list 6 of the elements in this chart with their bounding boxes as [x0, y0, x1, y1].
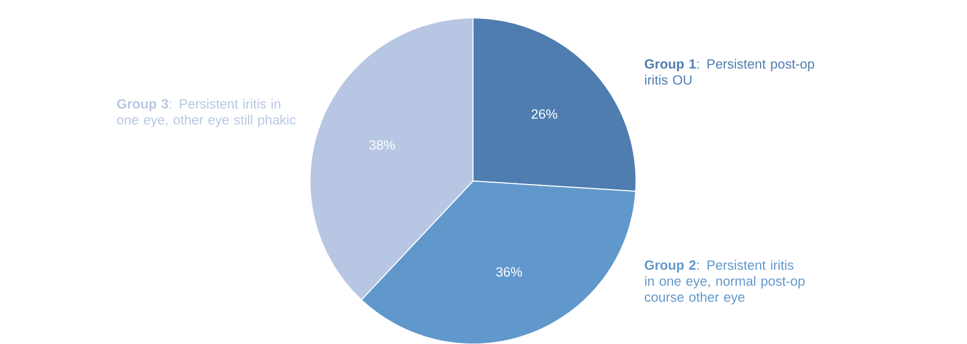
slice-label: Group 1: Persistent post-op iritis OU [644, 58, 814, 85]
data-label: 36% [496, 267, 522, 277]
data-label: 38% [369, 140, 395, 150]
slice-label: Group 2: Persistent iritis in one eye, normal post-op course other eye [644, 260, 805, 304]
data-label: 26% [532, 109, 558, 119]
slice-label: Group 3: Persistent iritis in one eye, other eye still phakic [117, 98, 296, 128]
